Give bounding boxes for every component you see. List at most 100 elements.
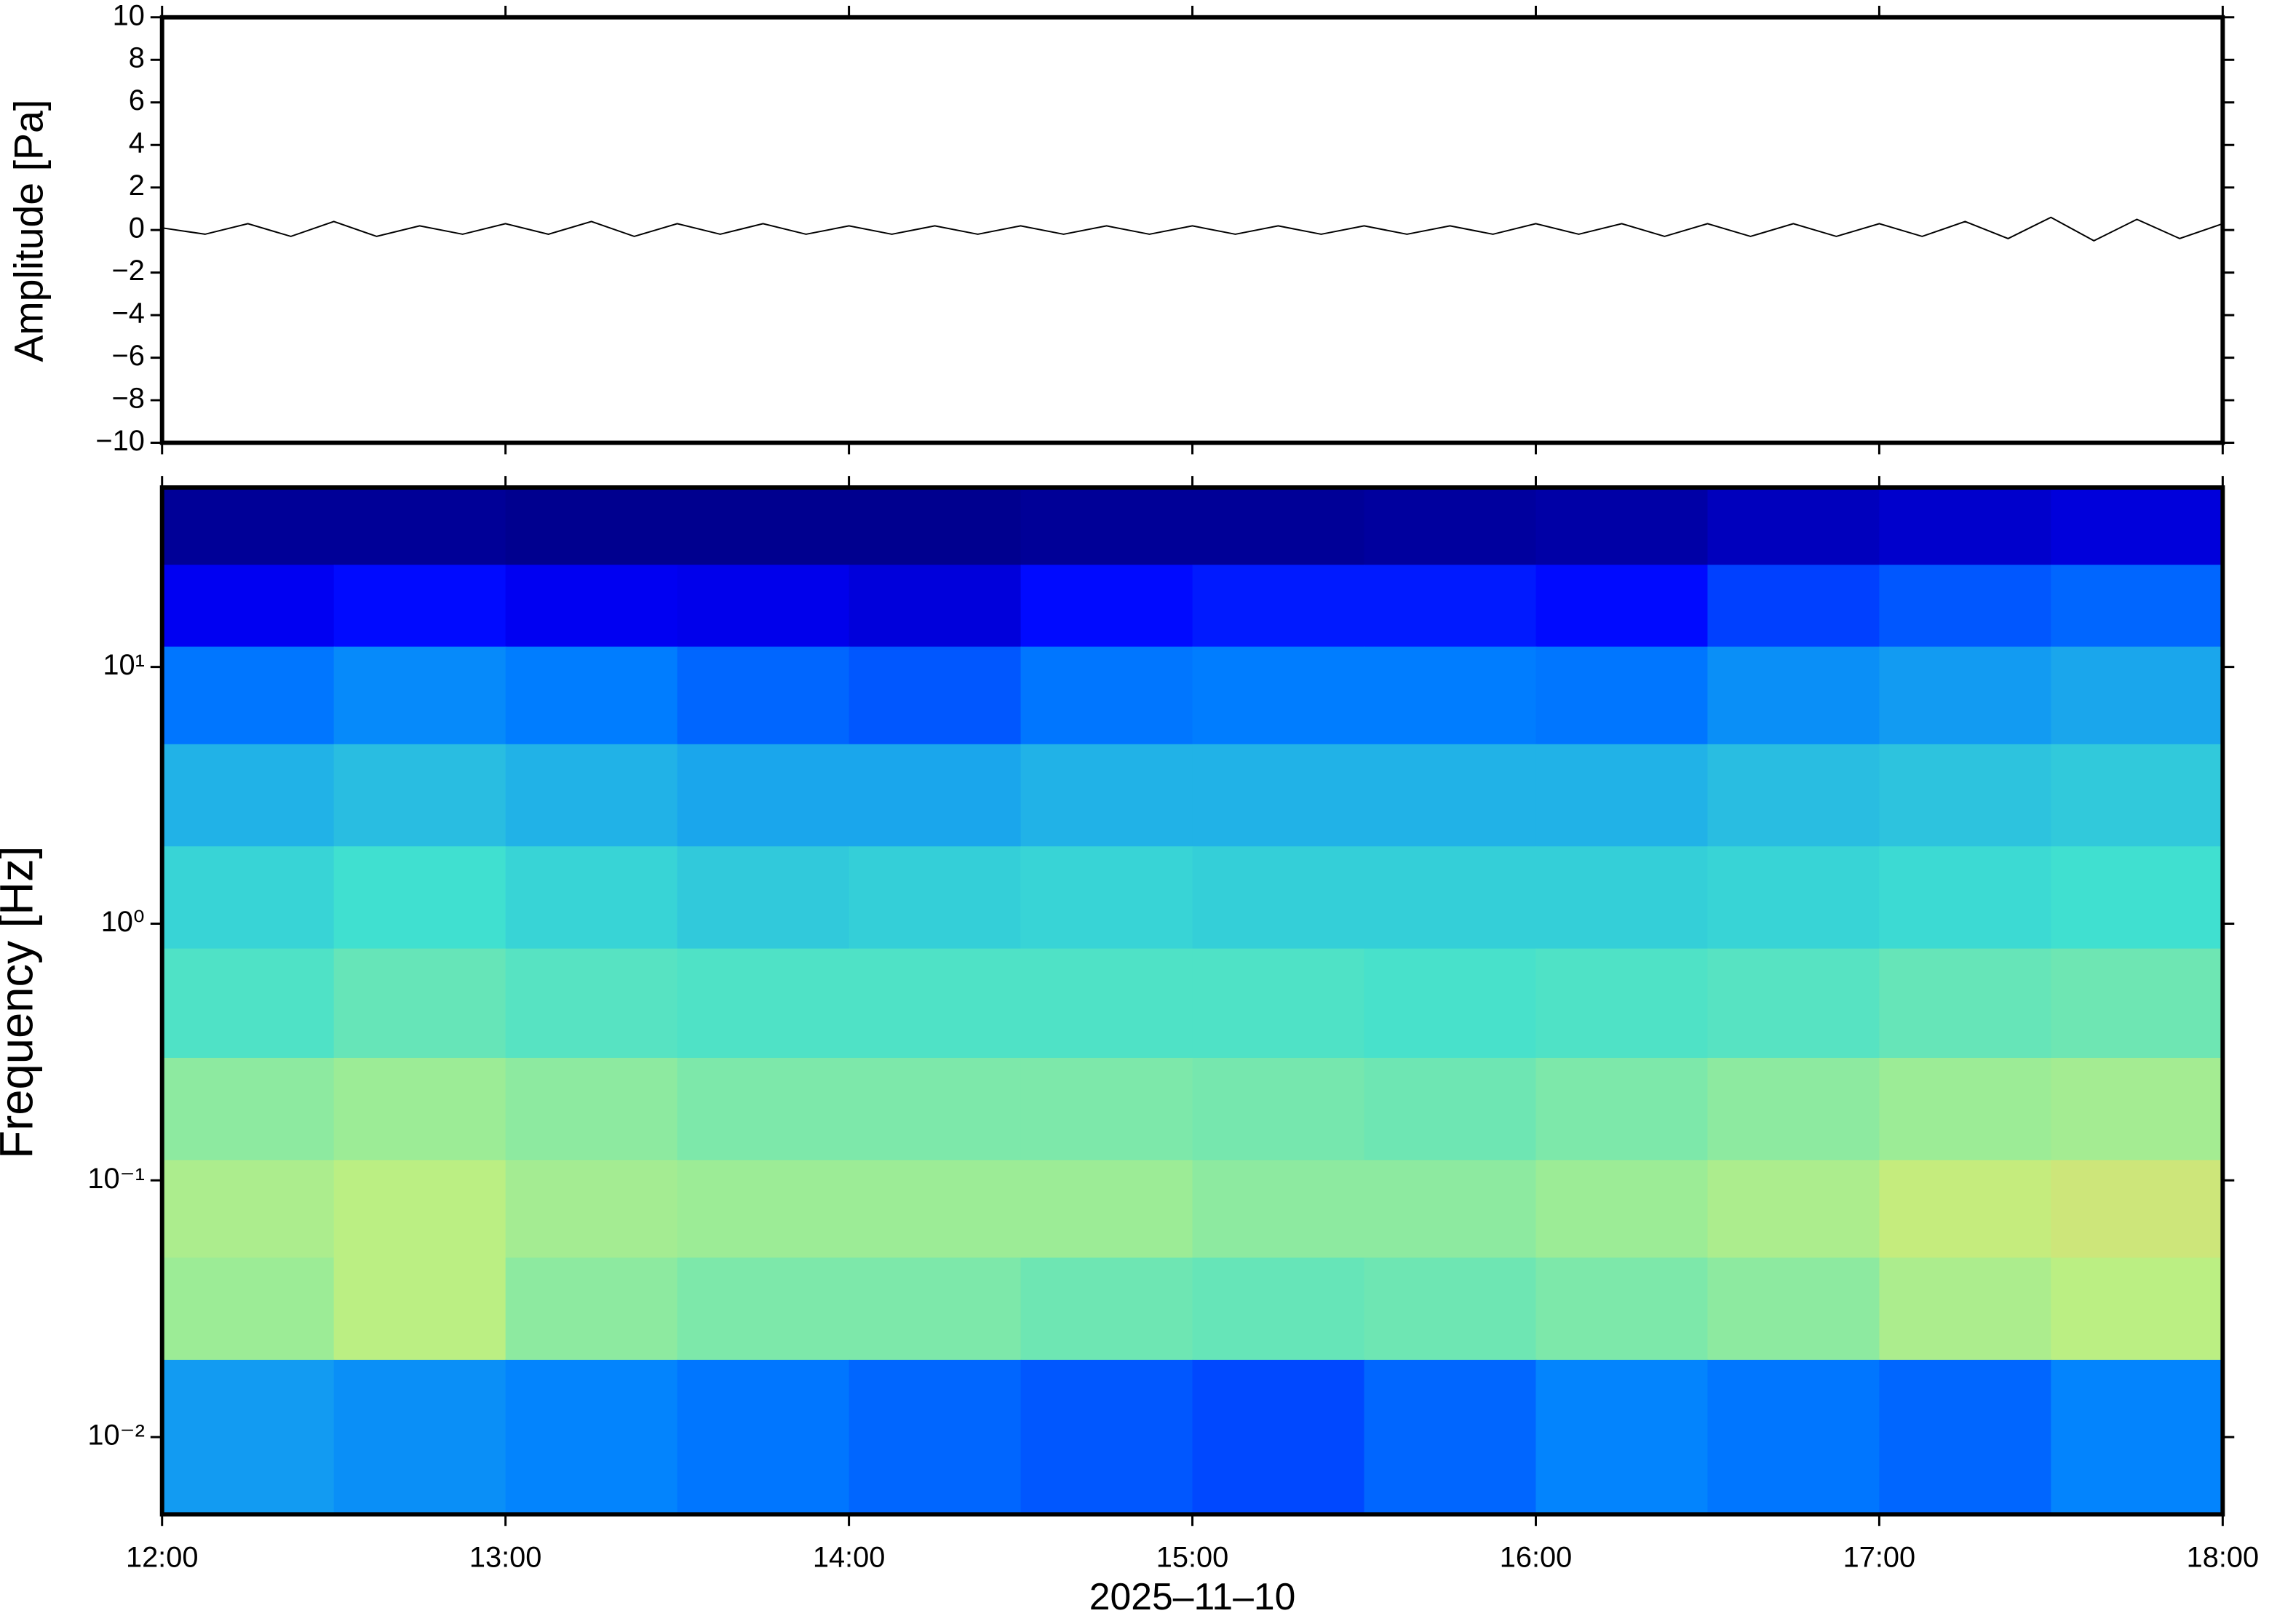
y-tick-label: 10⁻¹ xyxy=(87,1163,144,1195)
heatmap-cell xyxy=(162,565,335,648)
heatmap-cell xyxy=(1879,565,2052,648)
heatmap-cell xyxy=(1020,1160,1193,1259)
heatmap-cell xyxy=(849,1057,1022,1161)
y-tick-label: −10 xyxy=(95,425,144,457)
x-tick-label: 12:00 xyxy=(126,1541,198,1573)
y-tick-label: −6 xyxy=(112,340,145,372)
heatmap-cell xyxy=(505,646,678,745)
y-tick-label: 2 xyxy=(129,170,145,202)
heatmap-cell xyxy=(1535,1160,1709,1259)
heatmap-cell xyxy=(677,1359,850,1516)
heatmap-cell xyxy=(1535,1057,1709,1161)
heatmap-cell xyxy=(1535,846,1709,950)
heatmap-cell xyxy=(1707,948,1880,1059)
heatmap-cell xyxy=(505,744,678,848)
y-tick-label: 10⁻² xyxy=(87,1420,144,1452)
heatmap-cell xyxy=(1879,948,2052,1059)
y-tick-label: 6 xyxy=(129,84,145,116)
heatmap-cell xyxy=(1707,1057,1880,1161)
heatmap-cell xyxy=(505,1057,678,1161)
heatmap-cell xyxy=(333,1257,506,1361)
x-tick-label: 15:00 xyxy=(1156,1541,1228,1573)
x-tick-label: 18:00 xyxy=(2187,1541,2259,1573)
heatmap-cell xyxy=(677,565,850,648)
heatmap-cell xyxy=(1192,846,1365,950)
heatmap-cell xyxy=(505,565,678,648)
heatmap-cell xyxy=(333,948,506,1059)
heatmap-cell xyxy=(1364,487,1537,566)
heatmap-cell xyxy=(677,948,850,1059)
x-tick-label: 17:00 xyxy=(1843,1541,1915,1573)
panel-frame xyxy=(159,15,2225,445)
heatmap-cell xyxy=(1707,1359,1880,1516)
x-tick-label: 14:00 xyxy=(813,1541,885,1573)
heatmap-cell xyxy=(1879,646,2052,745)
panel-frame xyxy=(159,485,2225,1517)
heatmap-cell xyxy=(1707,1160,1880,1259)
heatmap-cell xyxy=(1535,948,1709,1059)
heatmap-cell xyxy=(505,948,678,1059)
heatmap-cell xyxy=(505,1359,678,1516)
heatmap-cell xyxy=(1020,487,1193,566)
heatmap-cell xyxy=(1535,487,1709,566)
heatmap-cell xyxy=(677,487,850,566)
heatmap-cell xyxy=(677,1160,850,1259)
y-axis-title: Amplitude [Pa] xyxy=(6,100,51,362)
y-tick-label: 10⁰ xyxy=(101,906,145,938)
y-axis-title: Frequency [Hz] xyxy=(0,846,43,1159)
heatmap-cell xyxy=(1020,744,1193,848)
heatmap-cell xyxy=(505,1160,678,1259)
heatmap-cell xyxy=(1707,846,1880,950)
y-tick-label: 4 xyxy=(129,127,145,159)
heatmap-cell xyxy=(2051,1057,2224,1161)
heatmap-cell xyxy=(849,744,1022,848)
heatmap-cell xyxy=(1535,565,1709,648)
heatmap-cell xyxy=(2051,846,2224,950)
heatmap-cell xyxy=(1879,487,2052,566)
x-tick-label: 13:00 xyxy=(469,1541,541,1573)
heatmap-cell xyxy=(1707,646,1880,745)
heatmap-cell xyxy=(333,487,506,566)
waveform xyxy=(162,216,2223,242)
heatmap-cell xyxy=(1192,948,1365,1059)
heatmap-cell xyxy=(505,1257,678,1361)
heatmap-cell xyxy=(1192,1160,1365,1259)
heatmap-cell xyxy=(333,565,506,648)
heatmap-cell xyxy=(1364,1057,1537,1161)
y-tick-label: 0 xyxy=(129,212,145,244)
heatmap-cell xyxy=(1535,1257,1709,1361)
y-tick-label: 10¹ xyxy=(103,649,144,681)
heatmap-cell xyxy=(1364,1160,1537,1259)
heatmap-cell xyxy=(1364,646,1537,745)
heatmap-cell xyxy=(1192,1359,1365,1516)
heatmap-cell xyxy=(1192,487,1365,566)
heatmap-cell xyxy=(677,744,850,848)
heatmap-cell xyxy=(677,1057,850,1161)
heatmap-cell xyxy=(333,1160,506,1259)
heatmap-cell xyxy=(162,846,335,950)
heatmap-cell xyxy=(1364,1257,1537,1361)
heatmap-cell xyxy=(162,646,335,745)
heatmap-cell xyxy=(162,948,335,1059)
heatmap-cell xyxy=(1364,1359,1537,1516)
heatmap-cell xyxy=(162,1057,335,1161)
heatmap-cell xyxy=(2051,646,2224,745)
heatmap-cell xyxy=(162,1359,335,1516)
y-tick-label: −4 xyxy=(112,298,145,330)
heatmap-cell xyxy=(1879,1057,2052,1161)
heatmap-cell xyxy=(162,1160,335,1259)
heatmap-cell xyxy=(2051,948,2224,1059)
heatmap-cell xyxy=(1707,487,1880,566)
heatmap-cell xyxy=(849,1160,1022,1259)
heatmap-cell xyxy=(333,1057,506,1161)
heatmap-cell xyxy=(1020,1359,1193,1516)
heatmap-cell xyxy=(677,1257,850,1361)
heatmap-cell xyxy=(1364,948,1537,1059)
heatmap-cell xyxy=(1879,846,2052,950)
heatmap-cell xyxy=(2051,1160,2224,1259)
x-axis-title: 2025–11–10 xyxy=(1089,1575,1296,1617)
heatmap-cell xyxy=(849,1257,1022,1361)
heatmap-cell xyxy=(1192,1057,1365,1161)
heatmap-cell xyxy=(1535,1359,1709,1516)
